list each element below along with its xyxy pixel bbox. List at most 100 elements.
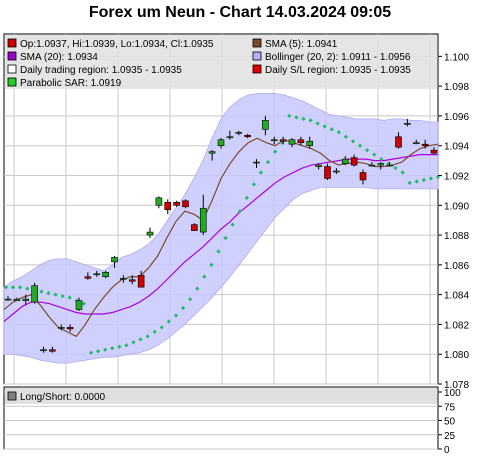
sar-point [251,182,256,187]
legend-swatch [7,64,17,74]
candle-body [270,139,278,142]
y-tick-label: 1.084 [444,291,469,302]
lower-legend-swatch [7,391,17,401]
candle-body [395,136,402,148]
candle-body [404,123,411,125]
legend-swatch [252,38,262,48]
candle-body [111,257,118,263]
candle-body [306,140,314,147]
sar-point [244,195,249,200]
sar-point [188,296,193,302]
sar-point [365,148,370,153]
sma-lines [3,137,439,338]
main-legend-box [5,35,437,89]
legend-label: Parabolic SAR: 1.0919 [20,78,122,89]
candle-body [4,298,12,301]
sar-point [131,340,136,345]
candle-body [146,231,154,236]
candle-body [31,285,38,303]
sma5-line [3,137,439,338]
sar-point [195,286,200,291]
candle-body [13,298,21,301]
legend-label: Op:1.0937, Hi:1.0939, Lo:1.0934, Cl:1.09… [20,39,214,50]
sar-point [216,249,221,254]
sar-point [372,152,377,157]
candle-body [262,120,269,130]
sar-point [230,222,235,227]
candle-body [22,298,30,301]
sar-point [393,165,398,171]
candle-body [244,134,251,138]
lower-y-tick-label: 100 [444,388,461,399]
lower-legend-label: Long/Short: 0.0000 [20,392,106,403]
candle-body [324,166,331,179]
y-tick-label: 1.088 [444,231,469,242]
candle-body [377,163,385,166]
candle-body [430,149,438,154]
candle-body [155,197,163,206]
candle-body [40,349,47,352]
lower-y-tick-label: 0 [444,445,450,456]
sar-point [428,176,434,181]
sar-point [138,337,143,342]
legend-label: Bollinger (20, 2): 1.0911 - 1.0956 [265,52,411,63]
lower-y-tick-label: 75 [444,402,456,413]
sar-point [180,305,186,311]
lower-legend-box [5,388,437,404]
legend-label: SMA (20): 1.0934 [20,52,98,63]
legend-label: SMA (5): 1.0941 [265,39,338,50]
legend-swatch [7,38,17,48]
y-tick-label: 1.096 [444,112,469,123]
sar-point [152,329,157,334]
candle-body [235,131,243,134]
legend-swatch [252,51,262,61]
candle-body [57,327,65,329]
sar-point [357,143,363,148]
main-legend: Op:1.0937, Hi:1.0939, Lo:1.0934, Cl:1.09… [7,38,411,89]
candle-body [84,276,92,279]
sar-point [145,334,150,339]
candlesticks [4,115,438,353]
candle-body [102,271,109,278]
sar-point [379,156,384,162]
sar-point [159,325,164,330]
lower-y-tick-label: 50 [444,417,456,428]
sma20-line [3,154,438,322]
candle-body [173,201,180,206]
y-tick-label: 1.094 [444,142,469,153]
y-tick-label: 1.078 [444,380,469,391]
sar-point [414,179,419,184]
lower-y-axis: 0 25 50 75 100 [438,388,461,456]
candle-body [191,224,198,231]
legend-swatch [7,77,17,87]
sar-point [265,159,271,165]
sar-point [202,274,207,279]
legend-swatch [7,51,17,61]
candle-body [75,300,83,310]
candle-body [412,142,420,145]
y-tick-label: 1.086 [444,261,469,272]
candle-body [182,200,189,208]
chart-title: Forex um Neun - Chart 14.03.2024 09:05 [88,4,392,21]
candle-body [288,139,296,145]
y-tick-label: 1.098 [444,82,469,93]
candle-body [421,143,429,147]
candle-body [279,139,287,142]
y-tick-label: 1.092 [444,171,469,182]
candle-body [128,279,136,282]
sar-point [421,177,426,183]
lower-y-tick-label: 25 [444,431,456,442]
sar-point [237,209,242,214]
candle-body [226,136,234,139]
sar-point [166,319,172,324]
candle-body [120,277,127,280]
candle-body [297,139,305,144]
legend-swatch [252,64,262,74]
candle-body [49,349,56,352]
sar-point [350,139,356,144]
candle-body [208,151,216,154]
main-y-axis: 1.078 1.080 1.082 1.084 1.086 1.088 1.090 1.092… [438,52,469,391]
sar-point [272,149,278,154]
candle-body [386,164,393,167]
